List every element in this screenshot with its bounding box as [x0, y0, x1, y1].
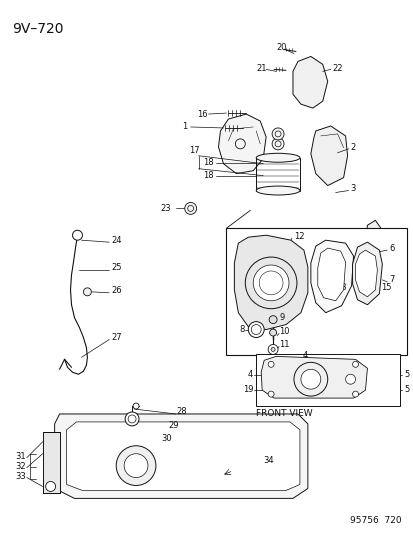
Text: 4: 4	[247, 370, 253, 379]
Text: 31: 31	[15, 452, 26, 461]
Circle shape	[352, 391, 358, 397]
Text: 7: 7	[388, 276, 394, 285]
Text: 25: 25	[111, 263, 121, 272]
Circle shape	[268, 361, 273, 367]
Circle shape	[116, 446, 156, 486]
Polygon shape	[310, 240, 353, 313]
Text: 12: 12	[293, 232, 304, 241]
Circle shape	[45, 481, 55, 491]
Text: 33: 33	[15, 472, 26, 481]
Circle shape	[352, 361, 358, 367]
Circle shape	[125, 412, 139, 426]
Circle shape	[245, 257, 296, 309]
Text: 17: 17	[188, 146, 199, 155]
Polygon shape	[310, 126, 347, 185]
Ellipse shape	[256, 154, 299, 162]
Text: 1: 1	[181, 123, 187, 132]
Circle shape	[259, 271, 282, 295]
Bar	[226, 228, 406, 356]
Text: 8: 8	[238, 325, 244, 334]
Text: 26: 26	[111, 286, 121, 295]
Circle shape	[345, 374, 355, 384]
Circle shape	[293, 362, 327, 396]
Text: 3: 3	[350, 184, 355, 193]
Text: 16: 16	[196, 110, 207, 118]
Polygon shape	[66, 422, 299, 490]
Text: 4: 4	[302, 351, 307, 360]
Polygon shape	[292, 56, 327, 108]
Circle shape	[253, 265, 288, 301]
Text: 34: 34	[263, 456, 273, 465]
Text: 29: 29	[169, 422, 179, 430]
Circle shape	[268, 316, 276, 324]
Text: 9: 9	[278, 313, 284, 322]
Circle shape	[251, 325, 261, 335]
Circle shape	[269, 329, 276, 336]
Text: FRONT VIEW: FRONT VIEW	[256, 409, 312, 418]
Polygon shape	[261, 357, 367, 398]
Text: 22: 22	[332, 64, 342, 73]
Text: 14: 14	[357, 284, 367, 293]
Polygon shape	[55, 414, 307, 498]
Polygon shape	[358, 220, 382, 306]
Text: 13: 13	[335, 284, 345, 293]
Circle shape	[184, 203, 196, 214]
Text: 19: 19	[242, 385, 253, 394]
Circle shape	[248, 321, 263, 337]
Text: 23: 23	[161, 204, 171, 213]
Text: 21: 21	[256, 64, 266, 73]
Text: 5: 5	[403, 385, 408, 394]
Text: 15: 15	[380, 284, 391, 293]
Text: 28: 28	[176, 408, 187, 416]
Text: 2: 2	[350, 143, 355, 152]
Text: 11: 11	[278, 340, 289, 349]
Text: 27: 27	[111, 333, 121, 342]
Circle shape	[83, 288, 91, 296]
Text: 95756  720: 95756 720	[349, 516, 400, 525]
Circle shape	[268, 344, 278, 354]
Text: 30: 30	[161, 434, 171, 443]
Polygon shape	[218, 114, 266, 174]
Polygon shape	[355, 250, 377, 297]
Polygon shape	[234, 235, 307, 329]
Circle shape	[271, 348, 274, 351]
Circle shape	[235, 139, 245, 149]
Bar	[256, 354, 399, 406]
Text: 24: 24	[111, 236, 121, 245]
Text: 18: 18	[203, 158, 214, 167]
Polygon shape	[317, 248, 345, 301]
Circle shape	[133, 403, 139, 409]
Circle shape	[300, 369, 320, 389]
Circle shape	[124, 454, 147, 478]
Circle shape	[72, 230, 82, 240]
Text: 5: 5	[403, 370, 408, 379]
Circle shape	[268, 391, 273, 397]
Text: 18: 18	[203, 171, 214, 180]
Text: 32: 32	[15, 462, 26, 471]
Ellipse shape	[256, 186, 299, 195]
Polygon shape	[43, 432, 59, 494]
Polygon shape	[352, 242, 382, 305]
Text: 20: 20	[275, 43, 286, 52]
Text: 6: 6	[388, 244, 394, 253]
Text: 9V–720: 9V–720	[12, 22, 63, 36]
Circle shape	[271, 138, 283, 150]
Circle shape	[271, 128, 283, 140]
Text: 10: 10	[278, 327, 289, 336]
